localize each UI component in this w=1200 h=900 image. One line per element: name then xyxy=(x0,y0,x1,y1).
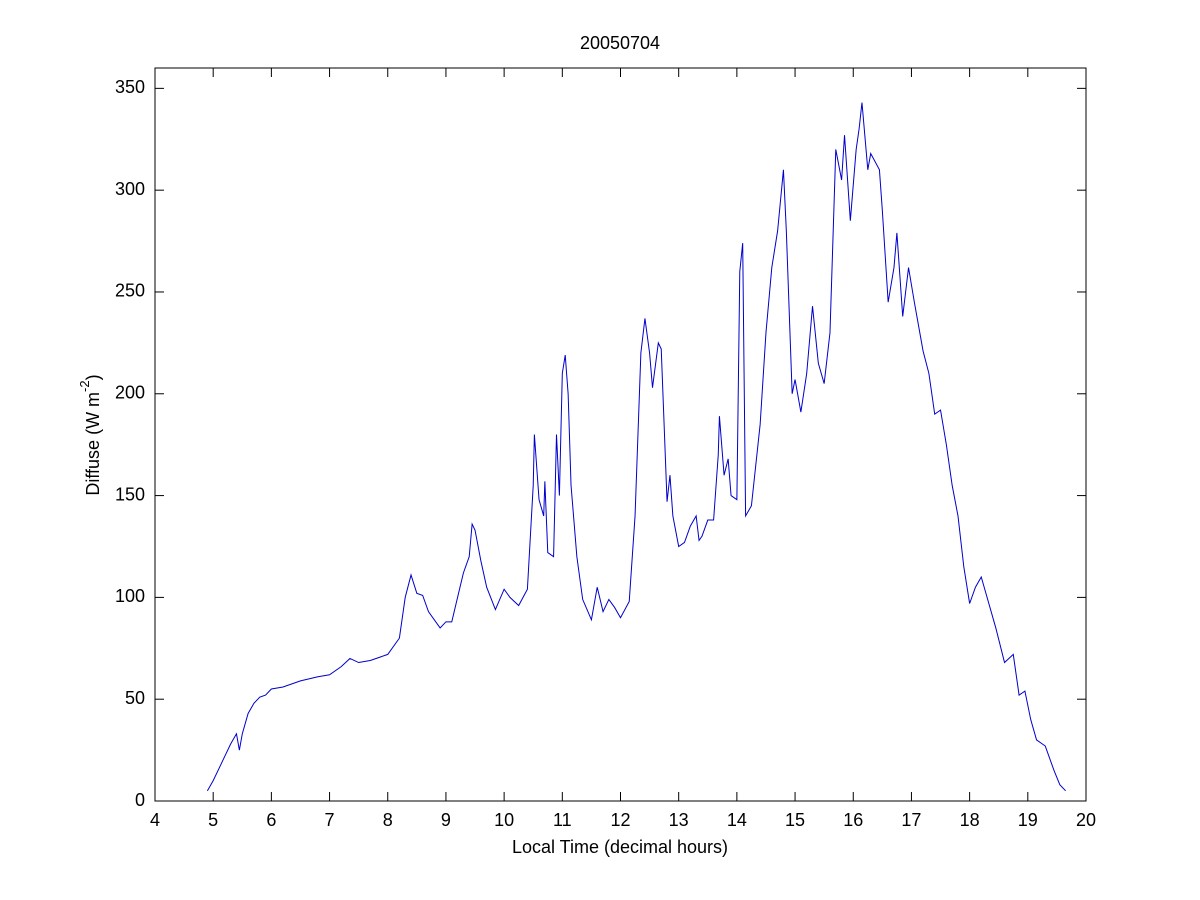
y-label-text: Diffuse (W m xyxy=(83,392,103,496)
x-tick-label: 13 xyxy=(669,810,689,830)
y-tick-label: 100 xyxy=(115,586,145,606)
y-tick-label: 50 xyxy=(125,688,145,708)
x-tick-label: 4 xyxy=(150,810,160,830)
y-label-superscript: -2 xyxy=(77,380,92,392)
y-label-suffix: ) xyxy=(83,374,103,380)
x-tick-label: 7 xyxy=(325,810,335,830)
y-tick-label: 200 xyxy=(115,383,145,403)
x-tick-label: 6 xyxy=(266,810,276,830)
y-tick-label: 250 xyxy=(115,281,145,301)
x-tick-label: 15 xyxy=(785,810,805,830)
y-tick-label: 150 xyxy=(115,484,145,504)
y-tick-label: 300 xyxy=(115,179,145,199)
x-tick-label: 17 xyxy=(901,810,921,830)
x-tick-label: 12 xyxy=(610,810,630,830)
x-tick-label: 10 xyxy=(494,810,514,830)
chart-title: 20050704 xyxy=(580,33,660,53)
y-tick-label: 350 xyxy=(115,77,145,97)
x-tick-label: 14 xyxy=(727,810,747,830)
y-axis-label: Diffuse (W m-2) xyxy=(77,374,102,495)
plot-area xyxy=(154,67,1087,802)
x-tick-label: 20 xyxy=(1076,810,1096,830)
x-tick-label: 19 xyxy=(1018,810,1038,830)
x-tick-label: 18 xyxy=(960,810,980,830)
data-line xyxy=(206,102,1066,792)
x-tick-label: 9 xyxy=(441,810,451,830)
x-axis-label: Local Time (decimal hours) xyxy=(512,837,728,857)
x-tick-label: 5 xyxy=(208,810,218,830)
x-tick-label: 11 xyxy=(553,810,572,830)
y-tick-label: 0 xyxy=(135,790,145,810)
x-tick-label: 8 xyxy=(383,810,393,830)
x-tick-label: 16 xyxy=(843,810,863,830)
